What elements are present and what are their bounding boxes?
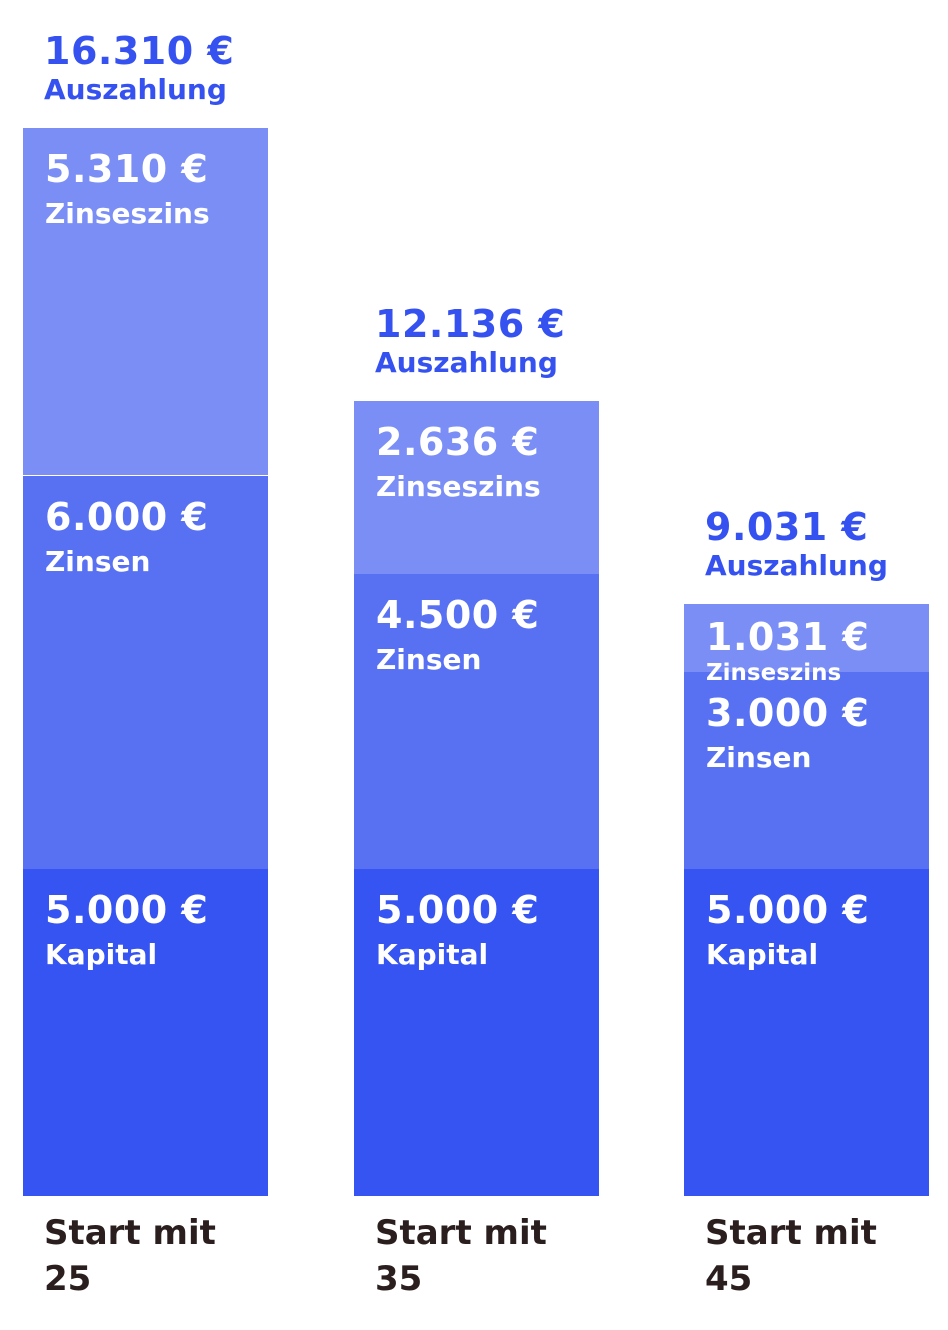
segment-name-label: Kapital	[376, 937, 489, 971]
segment-value-label: 5.000 €	[706, 887, 870, 932]
bar-segment-kapital: 5.000 € Kapital	[354, 868, 599, 1196]
x-tick-label: Start mit	[44, 1213, 216, 1253]
segment-name-label: Kapital	[45, 937, 158, 971]
total-name-label: Auszahlung	[44, 72, 227, 106]
total-value-label: 12.136 €	[375, 302, 566, 347]
x-tick-label: Start mit	[705, 1213, 877, 1253]
segment-value-label: 5.310 €	[45, 146, 209, 191]
segment-name-label: Zinseszins	[45, 196, 210, 230]
segment-name-label: Kapital	[706, 937, 819, 971]
total-value-label: 16.310 €	[44, 28, 235, 73]
x-tick-label-age: 45	[705, 1259, 753, 1299]
bar-segment-zinsen: 4.500 € Zinsen	[354, 573, 599, 869]
segment-value-label: 3.000 €	[706, 691, 870, 735]
total-name-label: Auszahlung	[705, 549, 888, 583]
bar-segment-zinsen: 6.000 € Zinsen	[23, 475, 268, 869]
segment-value-label: 6.000 €	[45, 494, 209, 539]
segment-value-label: 1.031 €	[706, 615, 870, 660]
segment-value-label: 2.636 €	[376, 420, 540, 465]
total-name-label: Auszahlung	[375, 346, 558, 380]
segment-value-label: 4.500 €	[376, 592, 540, 637]
segment-value-label: 5.000 €	[45, 887, 209, 932]
bar-segment-zinseszins: 2.636 € Zinseszins	[354, 401, 599, 574]
x-tick-label-age: 35	[375, 1259, 423, 1299]
segment-name-label: Zinseszins	[376, 470, 541, 504]
bar-segment-kapital: 5.000 € Kapital	[684, 868, 929, 1196]
x-tick-label: Start mit	[375, 1213, 547, 1253]
segment-name-label: Zinsen	[376, 642, 482, 676]
segment-name-label: Zinseszins	[706, 660, 842, 687]
segment-value-label: 5.000 €	[376, 887, 540, 932]
bar-segment-zinsen: 3.000 € Zinsen	[684, 672, 929, 869]
segment-name-label: Zinsen	[45, 544, 151, 578]
x-tick-label-age: 25	[44, 1259, 92, 1299]
bar-segment-zinseszins: 1.031 € Zinseszins	[684, 604, 929, 685]
total-value-label: 9.031 €	[705, 505, 869, 550]
bar-segment-zinseszins: 5.310 € Zinseszins	[23, 127, 268, 476]
segment-name-label: Zinsen	[706, 741, 812, 774]
bar-segment-kapital: 5.000 € Kapital	[23, 868, 268, 1196]
